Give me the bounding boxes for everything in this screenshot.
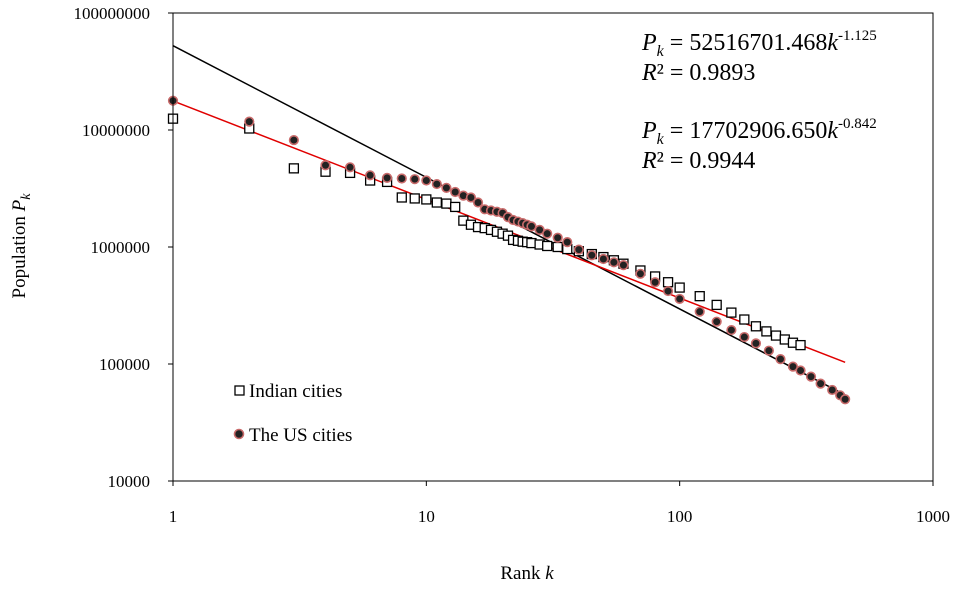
y-tick-label: 10000 — [108, 472, 151, 491]
point-indian-cities — [421, 194, 432, 205]
x-tick-label: 1 — [169, 507, 178, 526]
point-the-us-cities — [409, 174, 420, 185]
y-tick-label: 100000000 — [74, 4, 151, 23]
y-tick-label: 100000 — [99, 355, 150, 374]
point-the-us-cities — [472, 197, 484, 208]
point-the-us-cities — [381, 172, 393, 183]
point-the-us-cities — [288, 134, 299, 146]
point-the-us-cities — [526, 221, 537, 232]
legend-marker-us — [233, 428, 245, 440]
axis-ticks: 1 10 100 1000 10000 100000 1000000 10000000 1000… — [74, 4, 951, 526]
point-indian-cities — [726, 307, 737, 318]
point-the-us-cities — [320, 160, 331, 171]
point-indian-cities — [761, 326, 772, 337]
point-indian-cities — [662, 277, 674, 288]
point-indian-cities — [542, 240, 553, 252]
point-the-us-cities — [635, 268, 646, 279]
point-indian-cities — [552, 241, 563, 253]
point-the-us-cities — [815, 378, 826, 389]
x-tick-label: 1000 — [916, 507, 950, 526]
point-the-us-cities — [465, 192, 477, 203]
legend-label-indian: Indian cities — [249, 381, 342, 402]
y-axis-label: Population Pk — [9, 193, 34, 299]
point-the-us-cities — [840, 394, 851, 405]
fit-equation-us: Pk = 17702906.650k-0.842 — [641, 116, 877, 148]
point-indian-cities — [674, 282, 685, 293]
legend: Indian cities The US cities — [233, 381, 352, 446]
x-tick-label: 100 — [667, 507, 693, 526]
point-the-us-cities — [542, 228, 553, 239]
point-the-us-cities — [608, 257, 619, 268]
r-squared-us: R² = 0.9944 — [641, 148, 755, 174]
point-the-us-cities — [573, 244, 584, 255]
point-the-us-cities — [775, 354, 786, 365]
point-the-us-cities — [598, 253, 609, 265]
x-tick-label: 10 — [418, 507, 435, 526]
data-points — [167, 95, 851, 405]
y-tick-label: 10000000 — [82, 121, 150, 140]
point-the-us-cities — [586, 250, 597, 261]
legend-marker-indian — [234, 385, 245, 396]
fit-equation-indian: Pk = 52516701.468k-1.125 — [641, 28, 877, 60]
x-axis-label: Rank k — [500, 563, 554, 584]
point-the-us-cities — [552, 232, 563, 243]
point-the-us-cities — [739, 331, 750, 343]
point-indian-cities — [795, 339, 806, 351]
point-the-us-cities — [441, 182, 452, 193]
point-the-us-cities — [618, 260, 629, 271]
point-the-us-cities — [750, 338, 762, 349]
point-indian-cities — [770, 330, 782, 341]
point-the-us-cities — [650, 277, 661, 288]
point-the-us-cities — [674, 293, 685, 305]
point-the-us-cities — [711, 316, 722, 327]
point-the-us-cities — [396, 173, 407, 184]
legend-label-us: The US cities — [249, 425, 352, 446]
point-indian-cities — [694, 291, 705, 302]
point-the-us-cities — [365, 170, 376, 181]
point-the-us-cities — [662, 285, 674, 297]
y-tick-label: 1000000 — [91, 238, 151, 257]
point-indian-cities — [288, 163, 300, 174]
point-the-us-cities — [450, 186, 461, 198]
point-the-us-cities — [795, 365, 806, 376]
point-the-us-cities — [431, 178, 442, 190]
point-indian-cities — [711, 299, 722, 311]
point-the-us-cities — [726, 324, 737, 336]
point-the-us-cities — [694, 306, 705, 317]
point-indian-cities — [431, 197, 442, 208]
point-indian-cities — [441, 198, 452, 209]
point-the-us-cities — [421, 175, 432, 186]
point-the-us-cities — [763, 345, 774, 356]
point-the-us-cities — [827, 384, 838, 396]
point-the-us-cities — [562, 237, 573, 248]
point-the-us-cities — [805, 371, 817, 382]
point-indian-cities — [739, 314, 750, 325]
point-indian-cities — [409, 193, 420, 204]
r-squared-indian: R² = 0.9893 — [641, 60, 755, 86]
point-indian-cities — [750, 321, 762, 332]
point-indian-cities — [450, 201, 461, 213]
point-the-us-cities — [244, 116, 255, 127]
point-indian-cities — [396, 192, 407, 203]
point-the-us-cities — [344, 162, 356, 173]
